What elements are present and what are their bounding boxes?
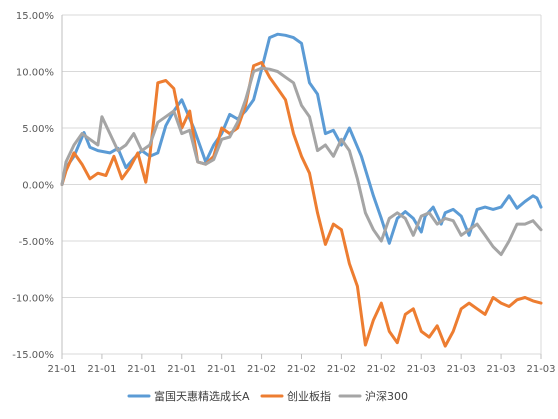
y-tick-label: 0.00% xyxy=(22,181,54,192)
x-tick-label: 21-01 xyxy=(127,364,156,375)
x-axis-ticks: 21-01 21-01 21-01 21-01 21-01 21-02 21-02 21-02… xyxy=(47,354,556,375)
x-tick-label: 21-02 xyxy=(247,364,276,375)
legend: 富国天惠精选成长A 创业板指 沪深300 xyxy=(127,389,408,403)
y-tick-label: 5.00% xyxy=(22,124,54,135)
x-tick-label: 21-03 xyxy=(526,364,555,375)
y-axis-ticks: 15.00% 10.00% 5.00% 0.00% -5.00% -10.00% -15.0… xyxy=(12,11,54,361)
x-tick-label: 21-01 xyxy=(87,364,116,375)
x-tick-label: 21-01 xyxy=(167,364,196,375)
series-lines xyxy=(60,32,543,348)
x-tick-label: 21-03 xyxy=(407,364,436,375)
y-tick-label: 10.00% xyxy=(16,68,54,79)
y-tick-label: -10.00% xyxy=(12,294,54,305)
legend-label: 沪深300 xyxy=(365,389,408,403)
x-tick-label: 21-03 xyxy=(487,364,516,375)
x-tick-label: 21-03 xyxy=(447,364,476,375)
x-tick-label: 21-01 xyxy=(47,364,76,375)
y-tick-label: 15.00% xyxy=(16,11,54,22)
series-line-0 xyxy=(60,32,543,245)
legend-label: 创业板指 xyxy=(287,389,331,403)
x-tick-label: 21-02 xyxy=(327,364,356,375)
y-tick-label: -5.00% xyxy=(19,237,54,248)
series-line-1 xyxy=(60,61,543,348)
x-tick-label: 21-01 xyxy=(207,364,236,375)
series-line-2 xyxy=(60,66,543,257)
x-tick-label: 21-02 xyxy=(367,364,396,375)
legend-label: 富国天惠精选成长A xyxy=(154,389,250,403)
y-tick-label: -15.00% xyxy=(12,350,54,361)
x-tick-label: 21-02 xyxy=(287,364,316,375)
